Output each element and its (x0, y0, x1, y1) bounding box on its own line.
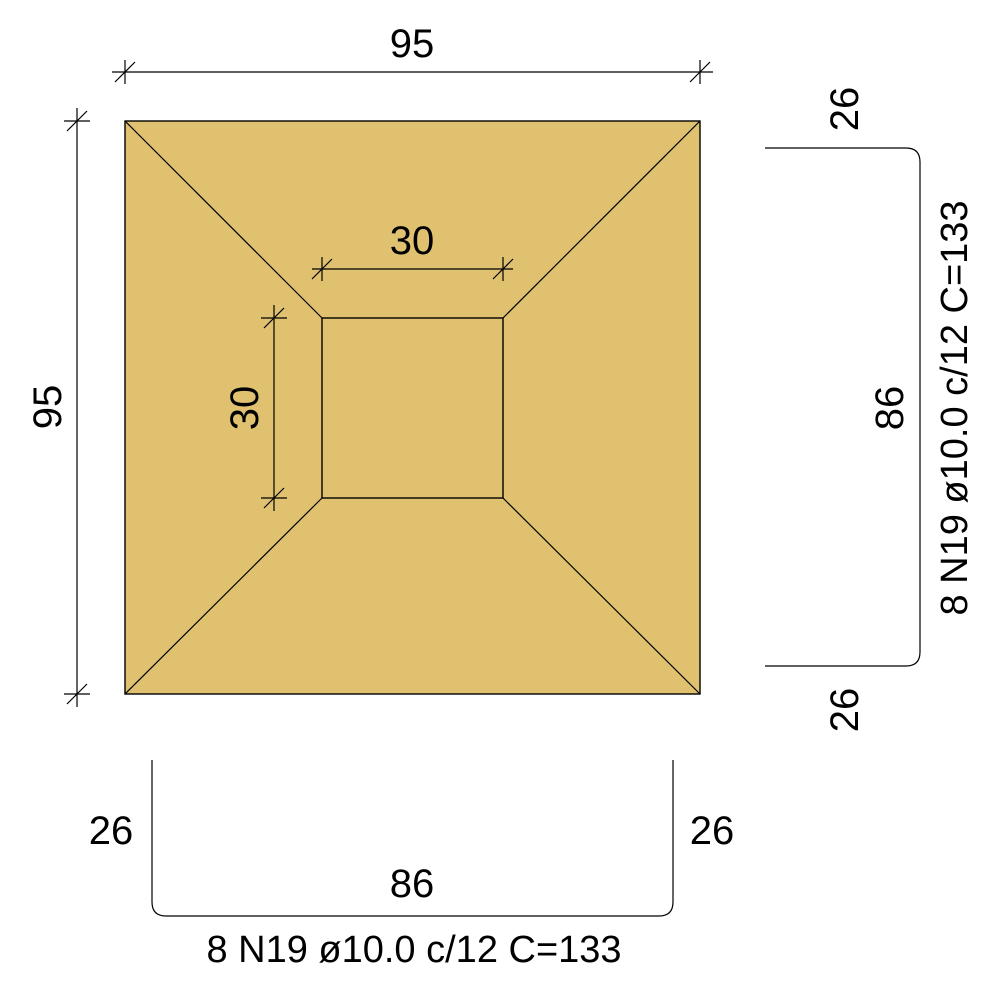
slope-edge-top-right (502, 120, 701, 319)
dimension-footing-width: 95 (112, 22, 713, 84)
rebar-right-spec-label: 8 N19 ø10.0 c/12 C=133 (934, 200, 976, 615)
column-width-label: 30 (390, 219, 435, 263)
dimension-column-depth: 30 (223, 305, 287, 511)
footing-width-label: 95 (390, 22, 435, 66)
dimension-footing-depth: 95 (26, 108, 90, 707)
rebar-shape-bottom: 26 26 86 8 N19 ø10.0 c/12 C=133 (89, 760, 735, 971)
rebar-right-span-label: 86 (868, 386, 912, 431)
column-depth-label: 30 (223, 386, 267, 431)
rebar-bottom-spec-label: 8 N19 ø10.0 c/12 C=133 (206, 929, 621, 971)
rebar-bottom-span-label: 86 (390, 862, 435, 906)
dimension-column-width: 30 (311, 219, 514, 281)
column-outline (321, 317, 504, 499)
slope-edge-top-left (124, 120, 323, 319)
rebar-right-top-leg-label: 26 (823, 87, 867, 132)
footing-depth-label: 95 (26, 385, 70, 430)
slope-edge-bottom-left (124, 497, 323, 695)
rebar-right-bottom-leg-label: 26 (823, 688, 867, 733)
rebar-shape-right: 26 26 86 8 N19 ø10.0 c/12 C=133 (765, 87, 976, 733)
rebar-bottom-left-leg-label: 26 (89, 809, 134, 853)
footing-plan (124, 120, 701, 695)
rebar-bottom-right-leg-label: 26 (690, 809, 735, 853)
rebar-bottom-bar (151, 760, 674, 917)
rebar-right-bar (765, 147, 921, 667)
slope-edge-bottom-right (502, 497, 701, 695)
